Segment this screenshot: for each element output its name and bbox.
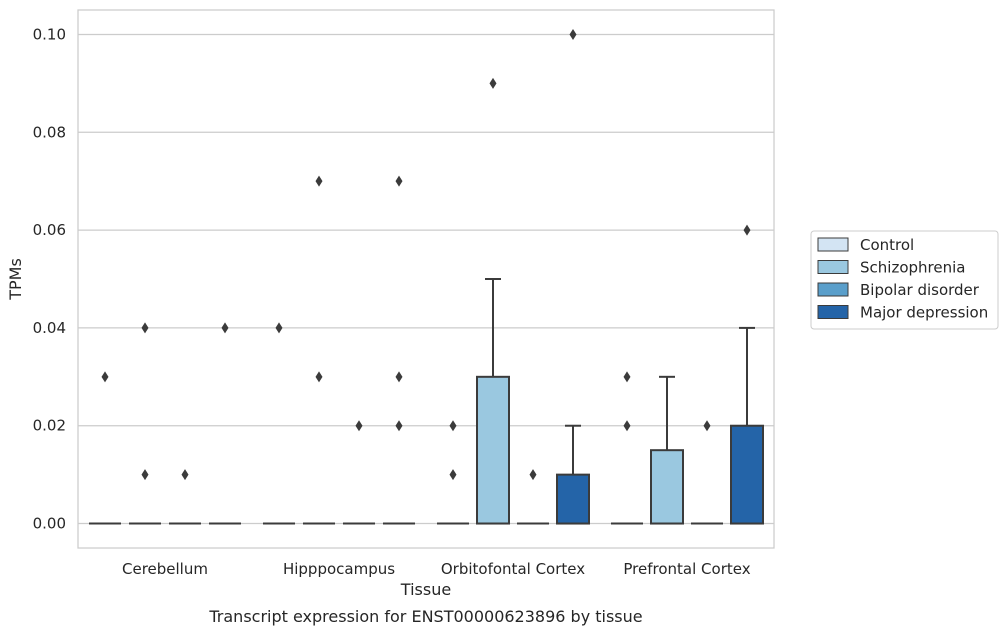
box-body xyxy=(476,375,510,525)
outlier-point xyxy=(623,371,631,383)
legend-swatch xyxy=(817,260,849,274)
outlier-point xyxy=(315,175,323,187)
legend-swatch xyxy=(817,305,849,319)
chart-caption: Transcript expression for ENST0000062389… xyxy=(208,607,642,626)
outlier-point xyxy=(181,469,189,481)
legend-label: Schizophrenia xyxy=(860,259,965,277)
y-axis-title: TPMs xyxy=(6,258,25,301)
x-axis-title: Tissue xyxy=(400,580,451,599)
y-tick-labels: 0.00 0.02 0.04 0.06 0.08 0.10 xyxy=(33,25,66,532)
legend: Control Schizophrenia Bipolar disorder Majo… xyxy=(810,230,999,330)
x-tick-label: Prefrontal Cortex xyxy=(623,560,750,578)
outlier-point xyxy=(489,77,497,89)
outlier-point xyxy=(395,175,403,187)
legend-label: Control xyxy=(860,236,914,254)
outlier-point xyxy=(275,322,283,334)
box-body xyxy=(556,473,590,525)
legend-swatch xyxy=(817,282,849,297)
box-body xyxy=(730,424,764,525)
y-tick-label: 0.00 xyxy=(33,515,66,533)
legend-frame xyxy=(810,230,999,330)
x-tick-labels: Cerebellum Hipppocampus Orbitofontal Corte… xyxy=(122,560,751,578)
y-tick-label: 0.04 xyxy=(33,319,66,337)
outlier-point xyxy=(395,420,403,432)
plot-frame xyxy=(77,9,775,549)
outlier-point xyxy=(101,371,109,383)
outlier-point xyxy=(449,469,457,481)
outlier-point xyxy=(395,371,403,383)
legend-label: Major depression xyxy=(860,304,988,322)
outlier-point xyxy=(355,420,363,432)
outlier-point xyxy=(449,420,457,432)
outlier-point xyxy=(141,469,149,481)
x-tick-label: Orbitofontal Cortex xyxy=(441,560,585,578)
outlier-point xyxy=(623,420,631,432)
outlier-point xyxy=(315,371,323,383)
y-tick-label: 0.10 xyxy=(33,25,66,43)
outlier-point xyxy=(141,322,149,334)
x-tick-label: Hipppocampus xyxy=(283,560,395,578)
x-tick-label: Cerebellum xyxy=(122,560,208,578)
y-tick-label: 0.06 xyxy=(33,221,66,239)
legend-label: Bipolar disorder xyxy=(860,281,980,299)
box-body xyxy=(650,449,684,525)
legend-swatch xyxy=(817,237,849,252)
y-tick-label: 0.02 xyxy=(33,417,66,435)
outlier-point xyxy=(221,322,229,334)
outlier-point xyxy=(743,224,751,236)
outlier-point xyxy=(569,28,577,40)
outlier-point xyxy=(703,420,711,432)
y-tick-label: 0.08 xyxy=(33,123,66,141)
outlier-point xyxy=(529,469,537,481)
box-plot-marks xyxy=(89,28,764,525)
